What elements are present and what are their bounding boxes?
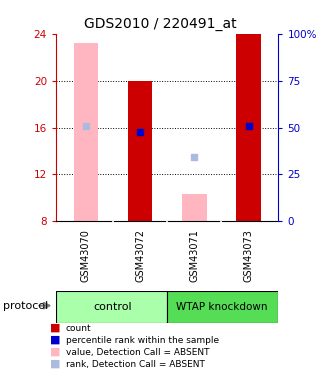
Bar: [74, 43, 98, 221]
Text: GSM43072: GSM43072: [135, 230, 145, 282]
Text: ■: ■: [50, 347, 60, 357]
Bar: [236, 34, 261, 221]
Text: control: control: [94, 302, 132, 312]
Bar: [182, 194, 206, 221]
Text: rank, Detection Call = ABSENT: rank, Detection Call = ABSENT: [66, 360, 204, 369]
Text: ■: ■: [50, 335, 60, 345]
Text: WTAP knockdown: WTAP knockdown: [176, 302, 267, 312]
Text: value, Detection Call = ABSENT: value, Detection Call = ABSENT: [66, 348, 209, 357]
Bar: [167, 291, 278, 322]
Text: ■: ■: [50, 323, 60, 333]
Text: GSM43073: GSM43073: [244, 230, 253, 282]
Bar: [128, 81, 152, 221]
Text: GSM43070: GSM43070: [81, 230, 91, 282]
Text: GDS2010 / 220491_at: GDS2010 / 220491_at: [84, 17, 236, 31]
Text: ■: ■: [50, 359, 60, 369]
Text: protocol: protocol: [3, 301, 48, 310]
Text: percentile rank within the sample: percentile rank within the sample: [66, 336, 219, 345]
Bar: [56, 291, 167, 322]
Text: GSM43071: GSM43071: [189, 230, 199, 282]
Text: count: count: [66, 324, 91, 333]
